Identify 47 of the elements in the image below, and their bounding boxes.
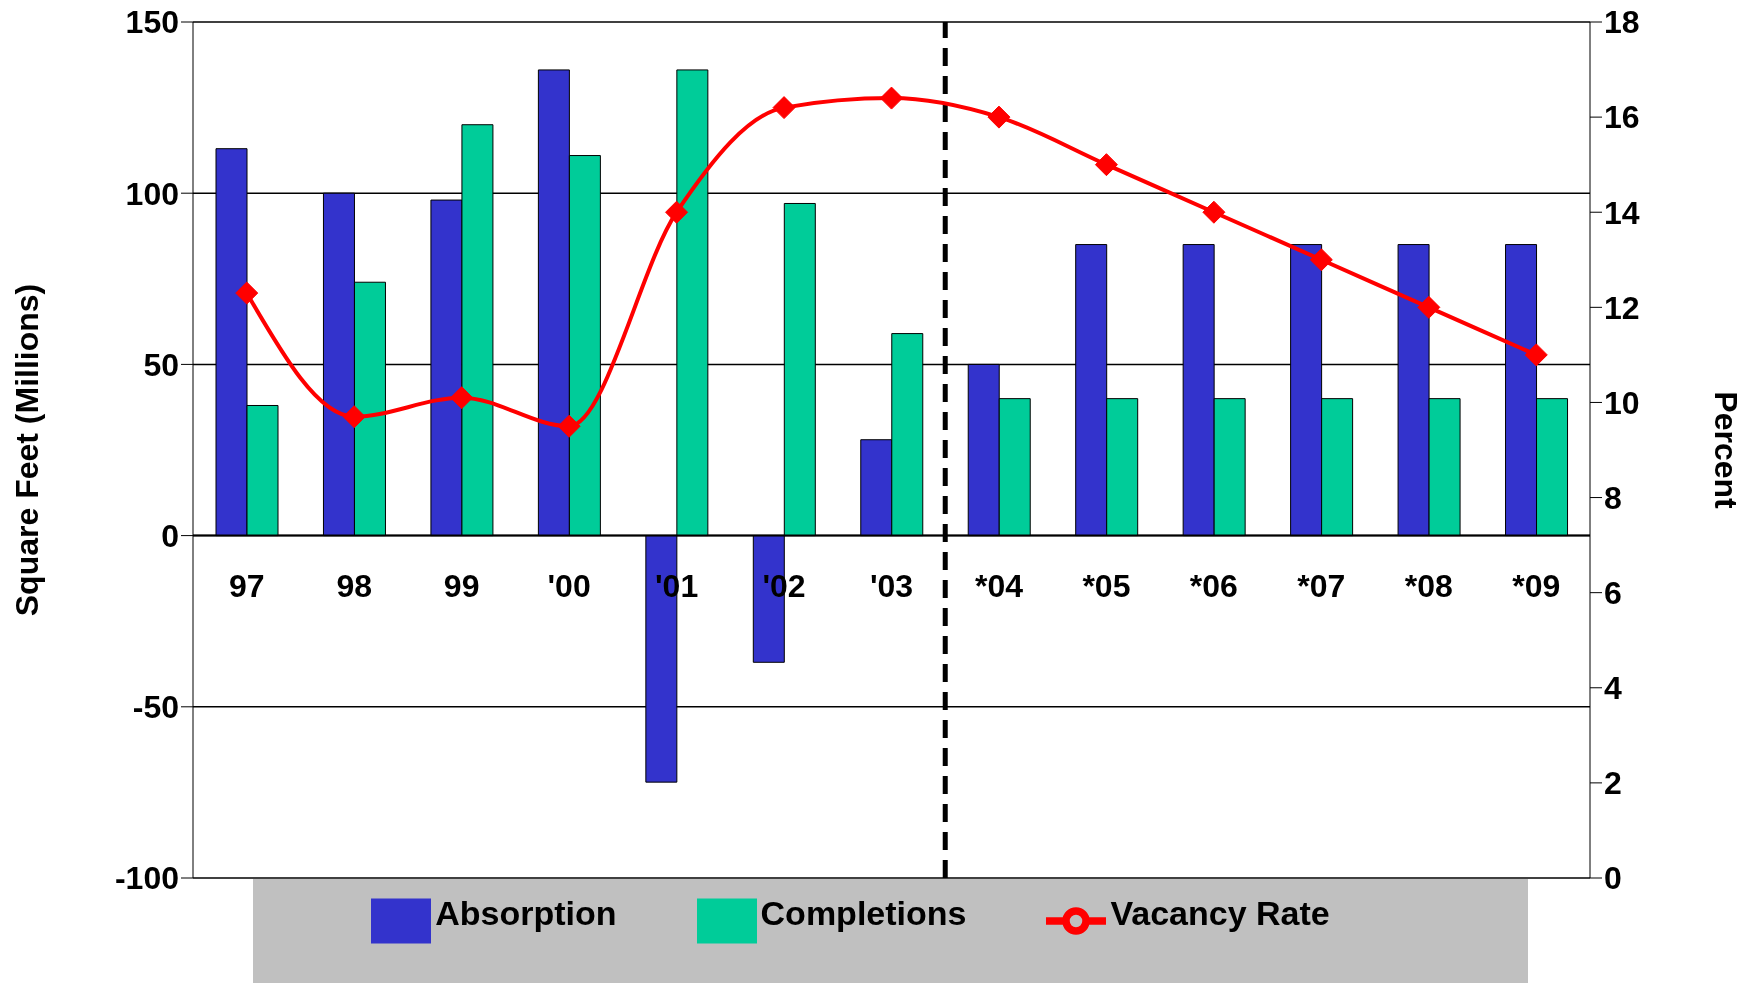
y-tick-label: 0 bbox=[161, 517, 179, 554]
point bbox=[1417, 295, 1441, 319]
legend-label: Vacancy Rate bbox=[1110, 894, 1330, 933]
y-tick-label: -50 bbox=[132, 689, 179, 726]
point bbox=[1094, 153, 1118, 177]
point bbox=[772, 96, 796, 120]
x-tick-label: *06 bbox=[1189, 567, 1238, 604]
y2-axis-title: Percent bbox=[1707, 391, 1744, 510]
point bbox=[1524, 343, 1548, 367]
y2-tick-label: 10 bbox=[1604, 384, 1640, 421]
point bbox=[1202, 200, 1226, 224]
point bbox=[235, 281, 259, 305]
y-axis-title: Square Feet (Millions) bbox=[9, 283, 46, 617]
y-tick-label: -100 bbox=[114, 860, 179, 897]
x-tick-label: '03 bbox=[869, 567, 914, 604]
x-tick-label: 99 bbox=[443, 567, 480, 604]
y-tick-label: 150 bbox=[125, 4, 179, 41]
point bbox=[450, 386, 474, 410]
y-tick-label: 100 bbox=[125, 175, 179, 212]
legend-label: Absorption bbox=[435, 894, 617, 933]
y2-tick-label: 18 bbox=[1604, 4, 1640, 41]
x-tick-label: '02 bbox=[762, 567, 806, 604]
y2-tick-label: 14 bbox=[1604, 194, 1640, 231]
x-tick-label: 98 bbox=[336, 567, 372, 604]
x-tick-label: '01 bbox=[654, 567, 699, 604]
y2-tick-label: 2 bbox=[1604, 765, 1622, 802]
legend-label: Completions bbox=[760, 894, 967, 933]
point bbox=[665, 200, 689, 224]
point bbox=[987, 105, 1011, 129]
y2-tick-label: 4 bbox=[1604, 670, 1622, 707]
point bbox=[1309, 248, 1333, 272]
y2-tick-label: 6 bbox=[1604, 575, 1622, 612]
x-tick-label: *09 bbox=[1512, 567, 1561, 604]
y2-tick-label: 12 bbox=[1604, 289, 1640, 326]
point bbox=[342, 405, 366, 429]
y-tick-label: 50 bbox=[143, 346, 179, 383]
x-tick-label: *08 bbox=[1404, 567, 1453, 604]
x-tick-label: *04 bbox=[974, 567, 1024, 604]
point bbox=[880, 86, 903, 110]
x-tick-label: '00 bbox=[547, 567, 591, 604]
y2-tick-label: 8 bbox=[1604, 479, 1622, 516]
x-tick-label: *07 bbox=[1297, 567, 1346, 604]
x-tick-label: 97 bbox=[228, 567, 265, 604]
y2-tick-label: 16 bbox=[1604, 99, 1640, 136]
point bbox=[557, 414, 581, 438]
y2-tick-label: 0 bbox=[1604, 860, 1622, 897]
x-tick-label: *05 bbox=[1082, 567, 1131, 604]
